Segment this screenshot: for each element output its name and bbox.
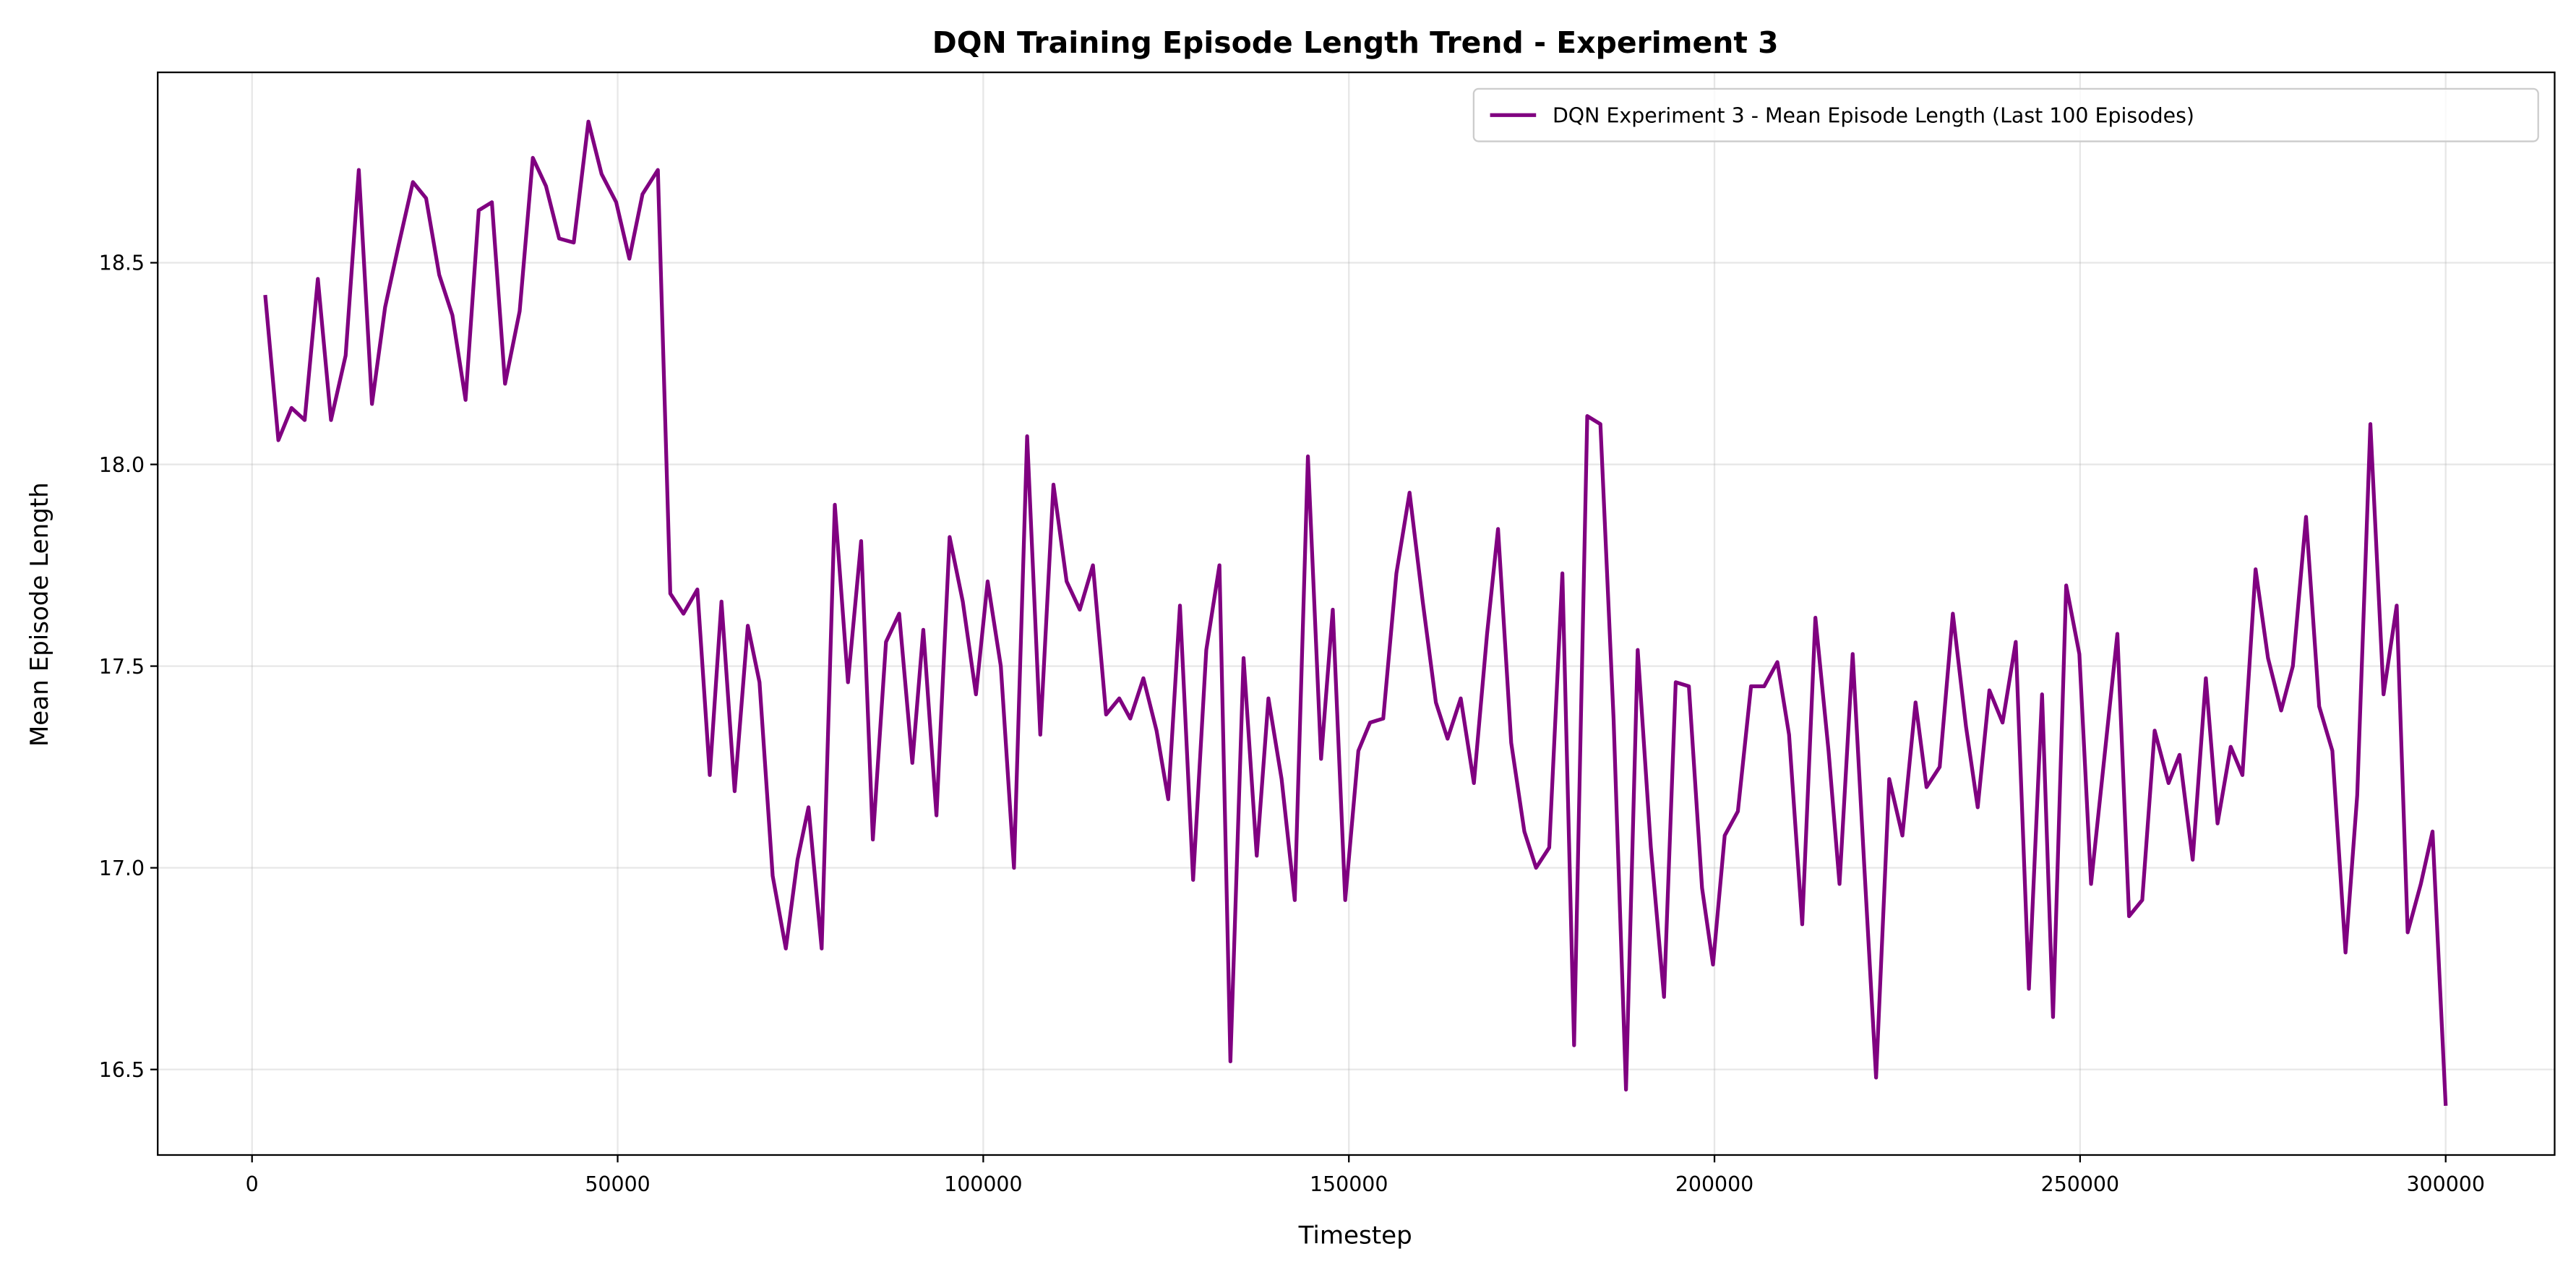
x-tick-label: 300000 [2406,1172,2484,1196]
legend-box [1472,87,2539,142]
y-axis-label: Mean Episode Length [25,482,54,747]
y-tick-label: 18.5 [99,252,145,275]
x-tick-label: 250000 [2041,1172,2119,1196]
x-tick-label: 0 [246,1172,259,1196]
chart-title: DQN Training Episode Length Trend - Expe… [932,25,1779,60]
x-axis-label: Timestep [1298,1222,1412,1250]
y-tick-label: 18.0 [99,453,145,477]
axes-frame [157,71,2556,1156]
x-tick-label: 150000 [1310,1172,1388,1196]
plot-area [263,119,2448,1107]
grid [158,72,2555,1155]
data-line [263,119,2448,1107]
x-tick-label: 100000 [944,1172,1022,1196]
x-tick-label: 200000 [1675,1172,1753,1196]
ticks: 0 50000 100000 150000 200000 250000 300000 16.5… [99,252,2485,1196]
y-tick-label: 17.0 [99,857,145,880]
y-tick-label: 16.5 [99,1058,145,1082]
legend: DQN Experiment 3 - Mean Episode Length (… [1472,87,2539,142]
legend-label: DQN Experiment 3 - Mean Episode Length (… [1553,103,2194,127]
x-tick-label: 50000 [585,1172,650,1196]
y-tick-label: 17.5 [99,655,145,679]
